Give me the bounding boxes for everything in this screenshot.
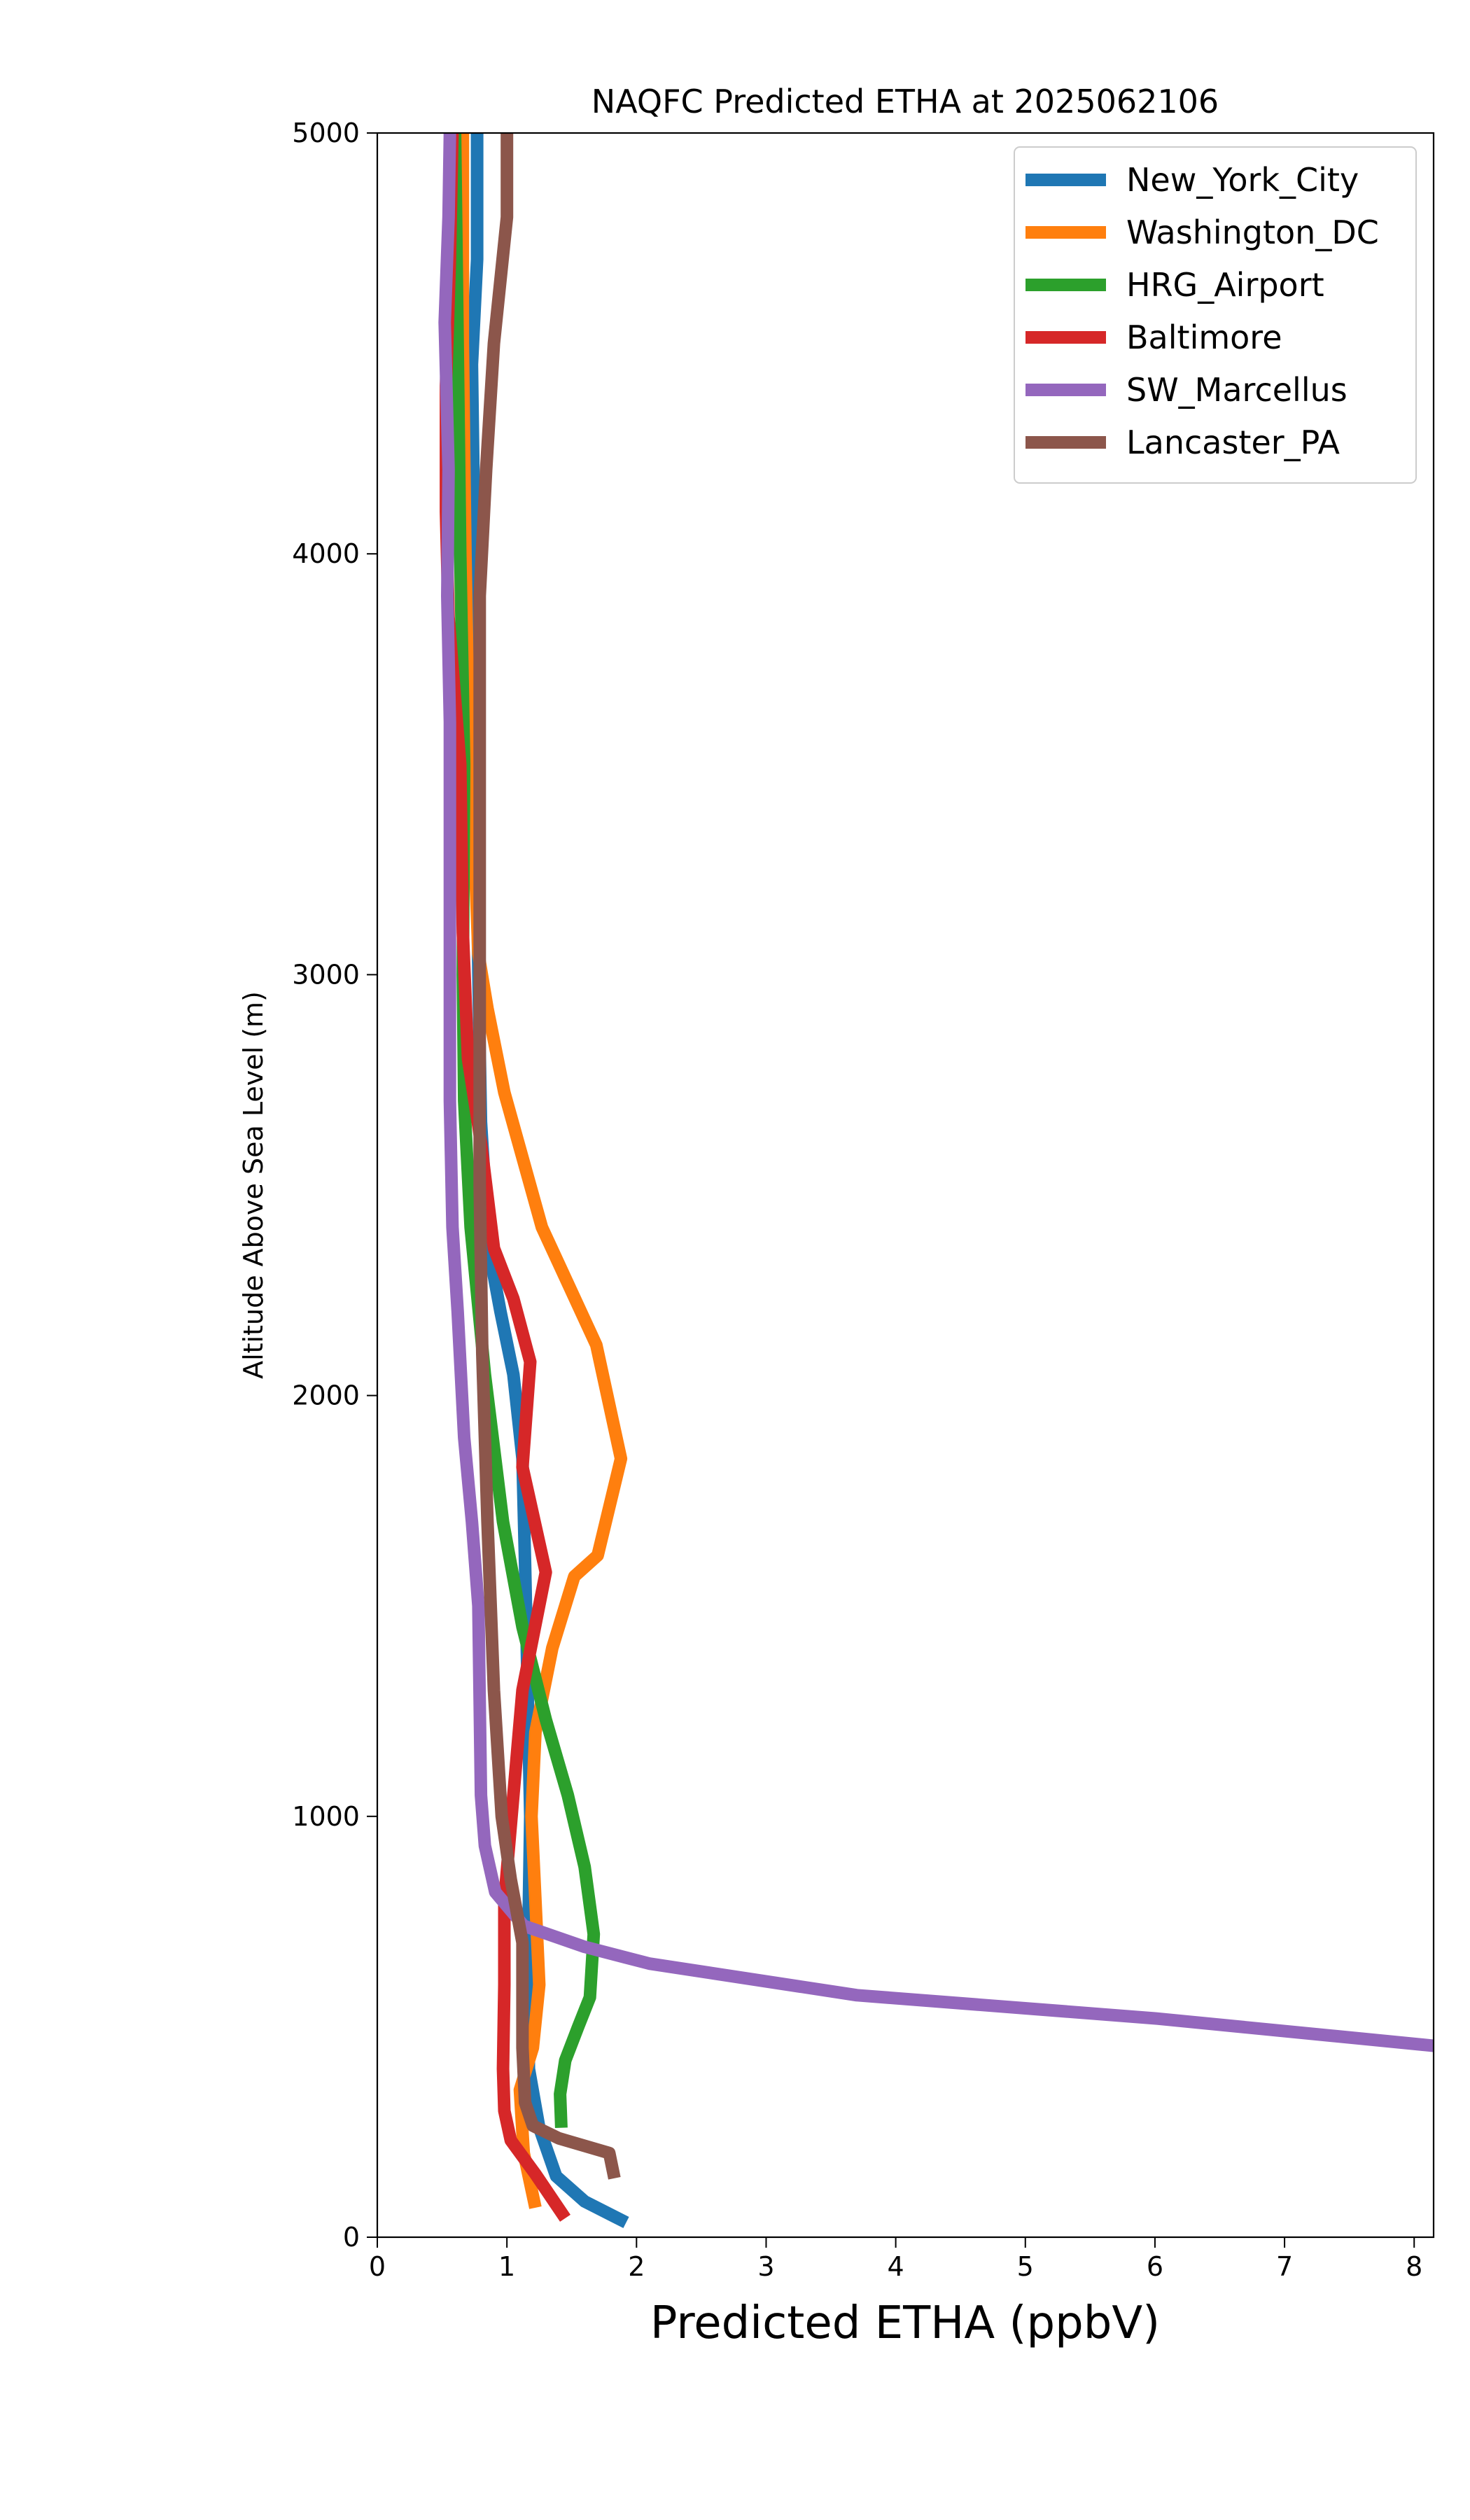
y-tick-label: 3000 [292,959,360,990]
legend: New_York_City Washington_DC HRG_Airport Bal… [1014,146,1417,484]
series-line-sw-marcellus [438,133,1434,2052]
legend-label: Washington_DC [1126,214,1379,251]
plot-frame [376,132,1435,2239]
x-tick-label: 2 [628,2251,645,2282]
x-tick-label: 7 [1276,2251,1293,2282]
y-tick-label: 4000 [292,538,360,569]
legend-label: SW_Marcellus [1126,371,1348,409]
chart-title: NAQFC Predicted ETHA at 2025062106 [592,83,1219,120]
y-tick-label: 2000 [292,1380,360,1411]
series-line-washington-dc [456,133,628,2209]
y-tick-label: 1000 [292,1801,360,1832]
x-tick-label: 3 [757,2251,774,2282]
x-tick-label: 6 [1147,2251,1163,2282]
y-axis-label: Altitude Above Sea Level (m) [238,991,269,1379]
legend-label: Baltimore [1126,318,1282,356]
y-tick-label: 0 [343,2222,360,2253]
series-line-lancaster-pa [473,133,621,2180]
legend-box [1014,146,1417,484]
legend-label: HRG_Airport [1126,266,1324,304]
x-axis-label: Predicted ETHA (ppbV) [650,2297,1160,2349]
legend-label: Lancaster_PA [1126,424,1340,461]
y-tick-label: 5000 [292,118,360,148]
series-layer [438,133,1434,2229]
x-tick-label: 4 [888,2251,904,2282]
x-tick-label: 0 [369,2251,386,2282]
axes-layer: 0 1 2 3 4 5 6 7 8 0 1000 2000 3000 4000 5000 [292,118,1422,2282]
x-tick-label: 5 [1017,2251,1034,2282]
x-tick-label: 1 [498,2251,515,2282]
x-tick-label: 8 [1406,2251,1422,2282]
legend-label: New_York_City [1126,161,1359,199]
